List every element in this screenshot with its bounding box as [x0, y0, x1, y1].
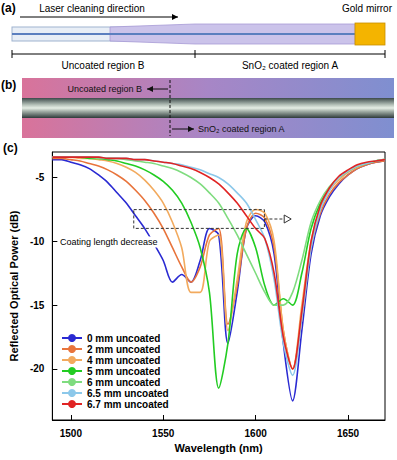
svg-text:2 mm uncoated: 2 mm uncoated: [87, 344, 160, 355]
svg-text:1500: 1500: [60, 428, 83, 439]
svg-text:Wavelength (nm): Wavelength (nm): [175, 442, 264, 454]
svg-text:(b): (b): [1, 78, 16, 92]
svg-text:Uncoated region B: Uncoated region B: [62, 60, 145, 71]
svg-text:-10: -10: [30, 236, 45, 247]
svg-text:Coating length decrease: Coating length decrease: [60, 237, 158, 247]
svg-text:-15: -15: [30, 300, 45, 311]
svg-text:1550: 1550: [152, 428, 175, 439]
svg-text:Reflected Optical Power (dB): Reflected Optical Power (dB): [8, 210, 20, 361]
svg-text:1650: 1650: [337, 428, 360, 439]
svg-text:Laser cleaning direction: Laser cleaning direction: [39, 3, 145, 14]
svg-text:6 mm uncoated: 6 mm uncoated: [87, 377, 160, 388]
svg-text:5 mm uncoated: 5 mm uncoated: [87, 366, 160, 377]
svg-text:1600: 1600: [245, 428, 268, 439]
svg-text:(a): (a): [1, 1, 16, 15]
svg-text:-5: -5: [35, 172, 44, 183]
svg-text:Gold mirror: Gold mirror: [342, 3, 393, 14]
svg-text:Uncoated region B: Uncoated region B: [67, 84, 142, 94]
svg-text:0 mm uncoated: 0 mm uncoated: [87, 333, 160, 344]
svg-text:4 mm uncoated: 4 mm uncoated: [87, 355, 160, 366]
svg-text:SnO₂ coated region A: SnO₂ coated region A: [242, 60, 338, 71]
html-text:(c): (c): [3, 141, 18, 155]
svg-text:-20: -20: [30, 363, 45, 374]
svg-text:6.7 mm uncoated: 6.7 mm uncoated: [87, 399, 169, 410]
svg-text:6.5 mm uncoated: 6.5 mm uncoated: [87, 388, 169, 399]
svg-text:SnO₂ coated region A: SnO₂ coated region A: [198, 124, 285, 134]
